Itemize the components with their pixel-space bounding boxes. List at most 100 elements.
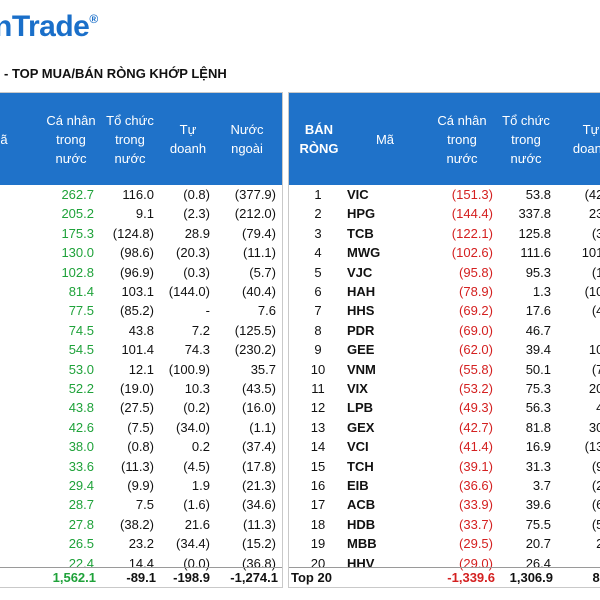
cell-tu-doanh bbox=[561, 321, 600, 340]
table-row: 77.5 (85.2) - 7.6 bbox=[0, 301, 282, 320]
cell-to-chuc: 9.1 bbox=[135, 206, 154, 222]
cell-rank: 17 bbox=[310, 497, 326, 513]
cell-ma: HPG bbox=[347, 206, 376, 222]
cell-tu-doanh: 10. bbox=[588, 342, 600, 358]
header-tu-doanh: Tự doanh bbox=[169, 122, 207, 156]
cell-tu-doanh: (4.5) bbox=[183, 458, 210, 474]
cell-ma: GEE bbox=[347, 342, 375, 358]
cell-rank: 16 bbox=[310, 478, 326, 493]
cell-ca-nhan: (62.0) bbox=[459, 342, 493, 358]
header-ma: Mã bbox=[375, 131, 395, 147]
cell-tu-doanh: (1.6) bbox=[183, 497, 210, 513]
cell-ca-nhan: (33.7) bbox=[459, 516, 493, 532]
cell-ma: ACB bbox=[347, 497, 376, 513]
cell-to-chuc: (9.9) bbox=[127, 478, 154, 493]
table-row: 53.0 12.1 (100.9) 35.7 bbox=[0, 360, 282, 379]
table-row: 9 GEE (62.0) 39.4 10. bbox=[289, 340, 600, 359]
cell-to-chuc: 1.3 bbox=[532, 284, 551, 299]
cell-ca-nhan: (122.1) bbox=[451, 225, 493, 241]
table-row: 11 VIX (53.2) 75.3 20. bbox=[289, 379, 600, 398]
cell-tu-doanh: (34.0) bbox=[176, 419, 210, 435]
cell-tu-doanh: 0.2 bbox=[191, 439, 210, 455]
cell-rank: 6 bbox=[314, 284, 322, 299]
cell-tu-doanh: (1. bbox=[591, 264, 600, 280]
cell-rank: 13 bbox=[310, 419, 326, 435]
cell-ma: VIX bbox=[347, 381, 368, 396]
total-tu-doanh: -198.9 bbox=[173, 570, 210, 585]
top-net-buy-table: ã Cá nhân trong nước Tổ chức trong nước … bbox=[0, 92, 283, 588]
cell-ma: VJC bbox=[347, 264, 373, 280]
cell-ma: LPB bbox=[347, 400, 373, 416]
table-row: 74.5 43.8 7.2 (125.5) bbox=[0, 321, 282, 340]
cell-tu-doanh: (7. bbox=[591, 361, 600, 377]
table-row: 14 VCI (41.4) 16.9 (13. bbox=[289, 437, 600, 456]
cell-tu-doanh: 7.2 bbox=[191, 322, 210, 338]
cell-rank: 5 bbox=[314, 264, 322, 280]
cell-rank: 9 bbox=[314, 342, 322, 358]
cell-to-chuc: 43.8 bbox=[128, 322, 154, 338]
cell-to-chuc: (7.5) bbox=[127, 419, 154, 435]
table-row: 22.4 14.4 (0.0) (36.8) bbox=[0, 554, 282, 573]
cell-nuoc-ngoai: (212.0) bbox=[234, 206, 276, 222]
cell-tu-doanh: (5. bbox=[591, 516, 600, 532]
cell-rank: 1 bbox=[314, 187, 322, 202]
cell-tu-doanh: 30. bbox=[588, 419, 600, 435]
table-row: 13 GEX (42.7) 81.8 30. bbox=[289, 418, 600, 437]
table-row: 10 VNM (55.8) 50.1 (7. bbox=[289, 360, 600, 379]
cell-nuoc-ngoai: (16.0) bbox=[242, 400, 276, 416]
table-row: 27.8 (38.2) 21.6 (11.3) bbox=[0, 515, 282, 534]
cell-ca-nhan: (33.9) bbox=[459, 497, 493, 513]
table-row: 52.2 (19.0) 10.3 (43.5) bbox=[0, 379, 282, 398]
cell-tu-doanh: (20.3) bbox=[176, 245, 210, 261]
cell-tu-doanh: - bbox=[205, 303, 210, 319]
cell-to-chuc: (11.3) bbox=[121, 458, 154, 474]
cell-tu-doanh: 101. bbox=[581, 245, 600, 261]
cell-ca-nhan: (151.3) bbox=[451, 187, 493, 202]
cell-ca-nhan: (36.6) bbox=[459, 478, 493, 493]
cell-tu-doanh: 4. bbox=[561, 398, 600, 417]
header-to-chuc: Tổ chức trong nước bbox=[106, 112, 154, 166]
table-header: BÁN RÒNG Mã Cá nhân trong nước Tổ chức t… bbox=[289, 93, 600, 185]
cell-nuoc-ngoai: (1.1) bbox=[249, 419, 276, 435]
cell-to-chuc: 26.4 bbox=[525, 555, 551, 571]
cell-rank: 20 bbox=[310, 555, 326, 571]
cell-to-chuc: 3.7 bbox=[532, 478, 551, 493]
cell-to-chuc: (27.5) bbox=[120, 400, 154, 416]
cell-ca-nhan: (78.9) bbox=[459, 284, 493, 299]
cell-to-chuc: 101.4 bbox=[121, 342, 154, 358]
table-row: 130.0 (98.6) (20.3) (11.1) bbox=[0, 243, 282, 262]
cell-to-chuc: 337.8 bbox=[518, 206, 551, 222]
cell-ca-nhan: 42.6 bbox=[68, 419, 94, 435]
cell-rank: 12 bbox=[310, 400, 326, 416]
cell-ma: HHV bbox=[347, 555, 375, 571]
cell-ma: VIC bbox=[347, 187, 369, 202]
cell-ca-nhan: (49.3) bbox=[459, 400, 493, 416]
table-row: 17 ACB (33.9) 39.6 (6. bbox=[289, 495, 600, 514]
cell-to-chuc: 39.6 bbox=[525, 497, 551, 513]
cell-nuoc-ngoai: (79.4) bbox=[242, 225, 276, 241]
cell-nuoc-ngoai: (36.8) bbox=[242, 555, 276, 571]
cell-tu-doanh: (144.0) bbox=[168, 284, 210, 299]
cell-ma: VNM bbox=[347, 361, 376, 377]
cell-nuoc-ngoai: (125.5) bbox=[234, 322, 276, 338]
table-row: 205.2 9.1 (2.3) (212.0) bbox=[0, 204, 282, 223]
cell-tu-doanh: 20. bbox=[588, 381, 600, 396]
table-row: 15 TCH (39.1) 31.3 (9. bbox=[289, 457, 600, 476]
cell-ca-nhan: (69.2) bbox=[459, 303, 493, 319]
logo: nTrade® bbox=[0, 10, 98, 44]
header-ca-nhan: Cá nhân trong nước bbox=[46, 112, 96, 166]
cell-ca-nhan: (41.4) bbox=[459, 439, 493, 455]
cell-rank: 7 bbox=[314, 303, 322, 319]
table-row: 1 VIC (151.3) 53.8 (42. bbox=[289, 185, 600, 204]
cell-to-chuc: 75.5 bbox=[525, 516, 551, 532]
cell-ma: TCB bbox=[347, 225, 374, 241]
cell-ca-nhan: 43.8 bbox=[68, 400, 94, 416]
table-row: 18 HDB (33.7) 75.5 (5. bbox=[289, 515, 600, 534]
cell-to-chuc: 116.0 bbox=[122, 187, 154, 202]
cell-tu-doanh: 74.3 bbox=[184, 342, 210, 358]
cell-nuoc-ngoai: (21.3) bbox=[242, 478, 276, 493]
cell-tu-doanh: (0.0) bbox=[183, 555, 210, 571]
cell-to-chuc: 23.2 bbox=[128, 536, 154, 552]
cell-ca-nhan: 27.8 bbox=[68, 516, 94, 532]
table-row: 43.8 (27.5) (0.2) (16.0) bbox=[0, 398, 282, 417]
